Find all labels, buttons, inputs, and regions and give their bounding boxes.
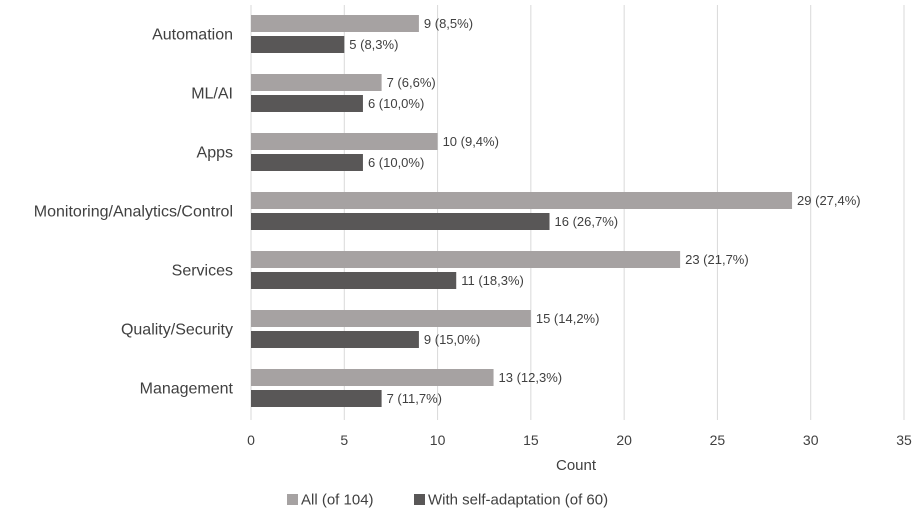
- gridlines: [250, 5, 905, 420]
- category-label: Apps: [197, 145, 233, 162]
- category-label: Management: [140, 381, 234, 398]
- legend-swatch: [414, 494, 425, 505]
- bar-self-adaptation: [251, 390, 382, 407]
- bar-all: [251, 192, 793, 209]
- data-label: 9 (8,5%): [424, 16, 473, 31]
- bar-all: [251, 310, 531, 327]
- data-label: 16 (26,7%): [555, 214, 619, 229]
- data-labels: 9 (8,5%) 5 (8,3%) 7 (6,6%) 6 (10,0%) 10 (9,4…: [349, 16, 860, 406]
- category-labels: Automation ML/AI Apps Monitoring/Analytics/…: [34, 27, 234, 398]
- x-tick-label: 5: [340, 432, 348, 448]
- x-tick-labels: 0 5 10 15 20 25 30 35: [247, 432, 912, 448]
- bar-all: [251, 369, 494, 386]
- x-axis-title: Count: [556, 457, 597, 474]
- category-label: Services: [172, 263, 233, 280]
- category-label: Quality/Security: [121, 322, 233, 339]
- data-label: 15 (14,2%): [536, 311, 600, 326]
- legend-label: All (of 104): [301, 492, 374, 509]
- x-tick-label: 10: [430, 432, 446, 448]
- data-label: 7 (11,7%): [387, 391, 442, 406]
- data-label: 11 (18,3%): [461, 273, 524, 288]
- data-label: 13 (12,3%): [499, 370, 563, 385]
- legend-label: With self-adaptation (of 60): [428, 492, 608, 509]
- data-label: 29 (27,4%): [797, 193, 861, 208]
- x-tick-label: 0: [247, 432, 255, 448]
- data-label: 23 (21,7%): [685, 252, 749, 267]
- bar-self-adaptation: [251, 272, 457, 289]
- bar-self-adaptation: [251, 95, 363, 112]
- category-label: Monitoring/Analytics/Control: [34, 204, 233, 221]
- x-tick-label: 30: [803, 432, 819, 448]
- data-label: 5 (8,3%): [349, 37, 398, 52]
- bar-all: [251, 15, 419, 32]
- data-label: 6 (10,0%): [368, 96, 424, 111]
- bar-all: [251, 251, 681, 268]
- bar-self-adaptation: [251, 213, 550, 230]
- x-tick-label: 20: [616, 432, 632, 448]
- legend-swatch: [287, 494, 298, 505]
- x-tick-label: 15: [523, 432, 539, 448]
- category-label: ML/AI: [191, 86, 233, 103]
- bars: [251, 15, 793, 407]
- data-label: 6 (10,0%): [368, 155, 424, 170]
- legend: All (of 104) With self-adaptation (of 60): [287, 492, 608, 509]
- bar-self-adaptation: [251, 36, 345, 53]
- data-label: 7 (6,6%): [387, 75, 436, 90]
- category-label: Automation: [152, 27, 233, 44]
- x-tick-label: 35: [896, 432, 912, 448]
- x-tick-label: 25: [710, 432, 726, 448]
- bar-all: [251, 74, 382, 91]
- data-label: 10 (9,4%): [443, 134, 499, 149]
- bar-self-adaptation: [251, 331, 419, 348]
- bar-all: [251, 133, 438, 150]
- data-label: 9 (15,0%): [424, 332, 480, 347]
- bar-self-adaptation: [251, 154, 363, 171]
